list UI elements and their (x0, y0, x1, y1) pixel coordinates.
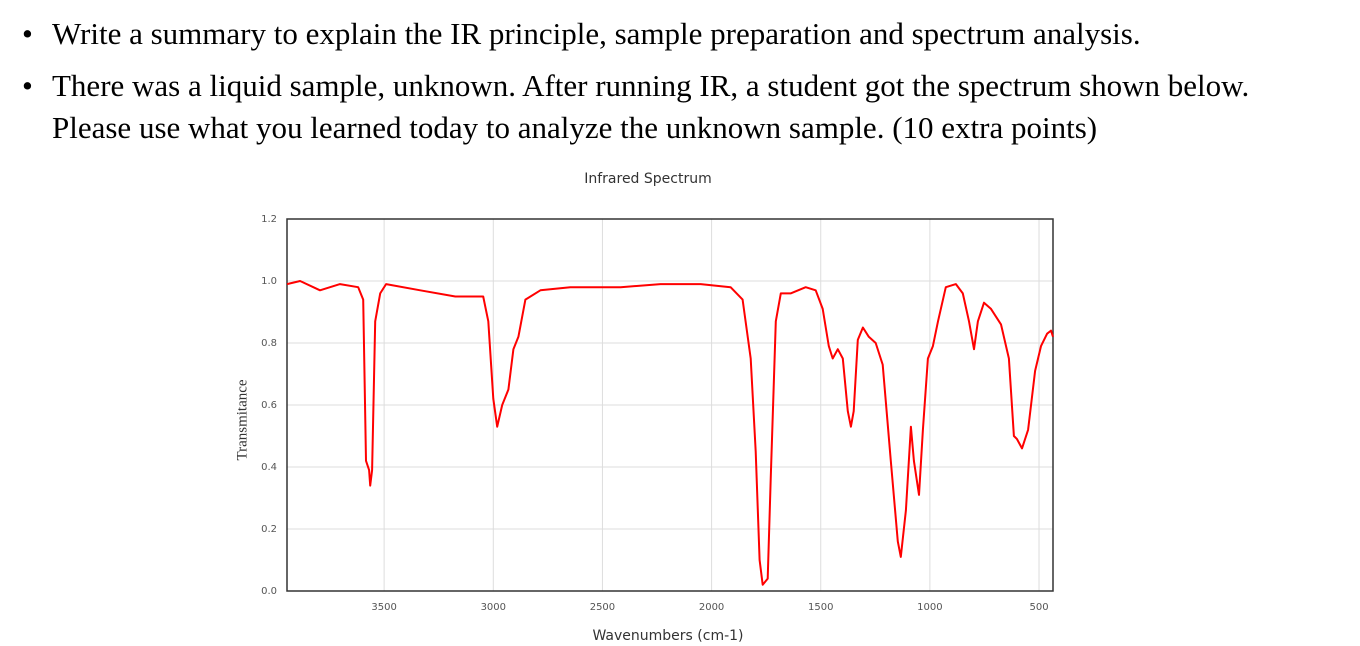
y-tick-label: 1.2 (261, 214, 277, 225)
bullet-dot: • (22, 16, 33, 51)
y-tick-label: 0.6 (261, 400, 277, 411)
y-tick-label: 0.0 (261, 586, 277, 597)
spectrum-line (286, 280, 1054, 586)
x-tick-label: 3500 (371, 602, 396, 613)
y-tick-label: 0.8 (261, 338, 277, 349)
x-tick-label: 500 (1029, 602, 1048, 613)
bullet: Write a summary to explain the IR princi… (52, 16, 1141, 51)
bullet-dot: • (22, 68, 33, 103)
x-tick-label: 1500 (808, 602, 833, 613)
y-tick-label: 1.0 (261, 276, 277, 287)
y-tick-label: 0.4 (261, 462, 277, 473)
bullet: Please use what you learned today to ana… (52, 110, 1098, 145)
plot-frame (286, 218, 1054, 592)
chart-title: Infrared Spectrum (584, 171, 712, 187)
y-tick-label: 0.2 (261, 524, 277, 535)
x-axis-label: Wavenumbers (cm-1) (592, 628, 743, 644)
bullet: There was a liquid sample, unknown. Afte… (52, 68, 1250, 103)
y-axis-label: Transmitance (234, 379, 250, 460)
x-tick-label: 3000 (481, 602, 506, 613)
x-tick-label: 1000 (917, 602, 942, 613)
x-tick-label: 2500 (590, 602, 615, 613)
x-tick-label: 2000 (699, 602, 724, 613)
